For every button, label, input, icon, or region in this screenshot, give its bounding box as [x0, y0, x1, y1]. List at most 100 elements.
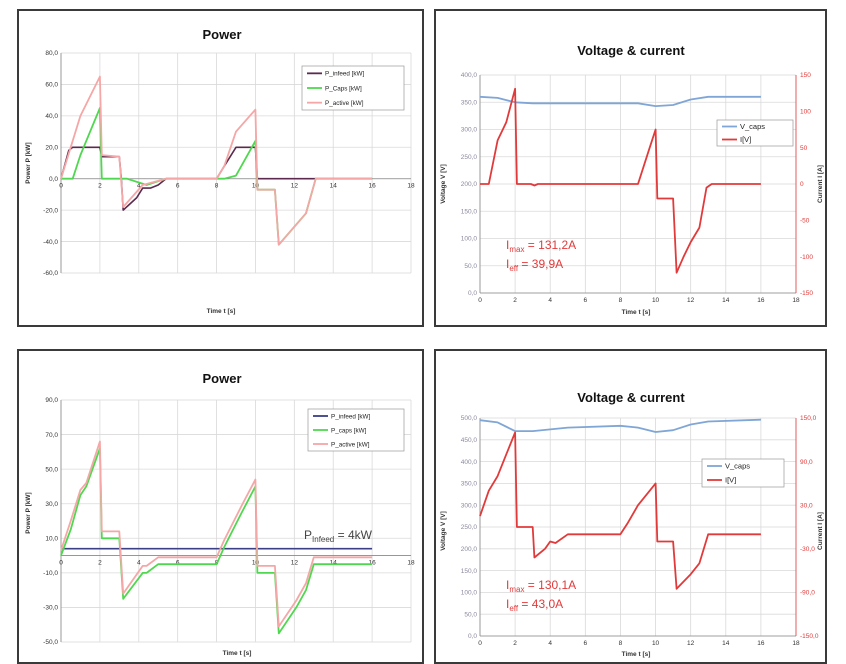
- x-tick-label: 18: [407, 560, 415, 567]
- x-tick-label: 4: [548, 640, 552, 647]
- x-tick-label: 2: [98, 560, 102, 567]
- chart-title: Voltage & current: [577, 390, 685, 405]
- x-tick-label: 6: [584, 297, 588, 304]
- x-tick-label: 18: [792, 640, 800, 647]
- x-tick-label: 4: [137, 183, 141, 190]
- y-tick-label: 0,0: [468, 290, 477, 297]
- y-tick-label: 250,0: [461, 154, 478, 161]
- y2-axis-label: Current I [A]: [817, 512, 824, 550]
- y2-tick-label: -90,0: [800, 590, 815, 597]
- chart-title: Power: [202, 27, 241, 42]
- legend-box: [716, 119, 794, 147]
- y2-tick-label: 150: [800, 72, 811, 79]
- y-axis-label: Power P [kW]: [25, 142, 32, 183]
- series-line-v-caps: [479, 418, 761, 433]
- y-tick-label: 350,0: [461, 481, 478, 488]
- y2-tick-label: -30,0: [800, 546, 815, 553]
- x-tick-label: 4: [548, 297, 552, 304]
- y-axis-label: Power P [kW]: [25, 492, 32, 533]
- series-line-p-caps-kw: [60, 447, 373, 635]
- x-tick-label: 12: [687, 297, 695, 304]
- y-tick-label: 50,0: [45, 466, 58, 473]
- y-tick-label: 500,0: [461, 415, 478, 422]
- x-tick-label: 16: [368, 560, 376, 567]
- series-line-i-v: [479, 431, 761, 590]
- x-tick-label: 8: [619, 297, 623, 304]
- annotation-label: Imax = 130,1A: [506, 578, 576, 594]
- y-tick-label: 300,0: [461, 127, 478, 134]
- y-tick-label: 300,0: [461, 502, 478, 509]
- legend-label: V_caps: [740, 122, 765, 131]
- legend-label: P_caps [kW]: [331, 427, 367, 434]
- x-tick-label: 0: [478, 297, 482, 304]
- y-tick-label: 150,0: [461, 568, 478, 575]
- x-tick-label: 0: [59, 560, 63, 567]
- y-tick-label: -10,0: [43, 570, 58, 577]
- y2-tick-label: -50: [800, 218, 810, 225]
- legend-box: [701, 458, 785, 488]
- legend-label: I[V]: [740, 135, 751, 144]
- y-tick-label: 350,0: [461, 99, 478, 106]
- y2-tick-label: 30,0: [800, 502, 813, 509]
- x-tick-label: 6: [176, 560, 180, 567]
- x-tick-label: 2: [513, 297, 517, 304]
- y-tick-label: 30,0: [45, 501, 58, 508]
- legend-label: P_infeed [kW]: [325, 71, 364, 78]
- x-tick-label: 8: [215, 183, 219, 190]
- annotation-label: Imax = 131,2A: [506, 238, 576, 254]
- y-tick-label: 20,0: [45, 144, 58, 151]
- power-chart-bottom-svg: Power -50,0 -30,0 -10,0 10,0 30,0 50,0 70,0 90,0…: [25, 371, 415, 657]
- y-tick-label: 40,0: [45, 113, 58, 120]
- x-tick-label: 8: [619, 640, 623, 647]
- x-tick-label: 14: [722, 297, 730, 304]
- y-tick-label: 50,0: [464, 611, 477, 618]
- y-tick-label: 200,0: [461, 546, 478, 553]
- x-axis-label: Time t [s]: [207, 308, 236, 315]
- x-tick-label: 10: [252, 560, 260, 567]
- x-axis-label: Time t [s]: [223, 650, 252, 657]
- y-tick-label: 250,0: [461, 524, 478, 531]
- x-axis-label: Time t [s]: [622, 651, 651, 658]
- y2-tick-label: 90,0: [800, 459, 813, 466]
- y-tick-label: -40,0: [43, 239, 58, 246]
- y2-tick-label: 0: [800, 181, 804, 188]
- x-tick-label: 10: [252, 183, 260, 190]
- series-line-p-active-kw: [60, 440, 373, 628]
- chart-title: Power: [202, 371, 241, 386]
- x-tick-label: 2: [513, 640, 517, 647]
- x-tick-label: 12: [687, 640, 695, 647]
- x-tick-label: 6: [176, 183, 180, 190]
- y2-tick-label: -100: [800, 254, 813, 261]
- x-tick-label: 14: [722, 640, 730, 647]
- x-tick-label: 16: [757, 640, 765, 647]
- x-tick-label: 18: [792, 297, 800, 304]
- y-tick-label: 400,0: [461, 459, 478, 466]
- y2-tick-label: 50: [800, 145, 808, 152]
- y-tick-label: -50,0: [43, 639, 58, 646]
- voltage-current-chart-top-svg: Voltage & current 0,0 50,0 100,0 150,0 200,0 2…: [440, 43, 824, 316]
- y-tick-label: 100,0: [461, 590, 478, 597]
- x-tick-label: 0: [59, 183, 63, 190]
- y-tick-label: 200,0: [461, 181, 478, 188]
- x-tick-label: 0: [478, 640, 482, 647]
- y-tick-label: 80,0: [45, 50, 58, 57]
- x-tick-label: 16: [757, 297, 765, 304]
- legend-label: I[V]: [725, 475, 736, 484]
- x-tick-label: 14: [330, 560, 338, 567]
- x-tick-label: 4: [137, 560, 141, 567]
- voltage-current-chart-bottom: Voltage & current 0,0 50,0 100,0 150,0 200,0 2…: [434, 349, 827, 664]
- legend-label: P_active [kW]: [325, 100, 364, 107]
- y2-tick-label: -150: [800, 290, 813, 297]
- y-tick-label: 450,0: [461, 437, 478, 444]
- y-tick-label: 150,0: [461, 208, 478, 215]
- y2-tick-label: 100: [800, 109, 811, 116]
- x-tick-label: 6: [584, 640, 588, 647]
- series-line-p-infeed-kw: [60, 146, 373, 211]
- y-tick-label: 400,0: [461, 72, 478, 79]
- y-tick-label: 10,0: [45, 535, 58, 542]
- y-axis-label: Voltage V [V]: [440, 164, 447, 204]
- y-tick-label: -30,0: [43, 605, 58, 612]
- annotation-label: Ieff = 39,9A: [506, 257, 563, 273]
- y-axis-label: Voltage V [V]: [440, 511, 447, 551]
- x-axis-label: Time t [s]: [622, 309, 651, 316]
